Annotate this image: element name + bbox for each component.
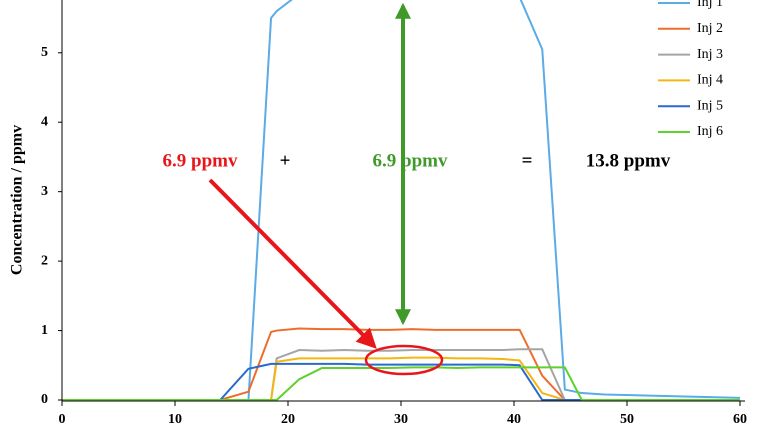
- y-tick-label: 1: [41, 323, 48, 338]
- legend-label: Inj 4: [697, 73, 723, 88]
- series-line: [62, 327, 740, 401]
- annotation: 13.8 ppmv: [586, 150, 671, 171]
- y-tick-label: 5: [41, 45, 48, 60]
- legend-label: Inj 2: [697, 21, 723, 36]
- x-tick-label: 20: [281, 412, 295, 427]
- x-tick-label: 10: [168, 412, 182, 427]
- annotation: =: [522, 150, 533, 171]
- y-tick-label: 2: [41, 253, 48, 268]
- y-axis-label: Concentration / ppmv: [9, 125, 26, 275]
- x-tick-label: 60: [733, 412, 747, 427]
- y-tick-label: 4: [41, 114, 48, 129]
- annotation: 6.9 ppmv: [373, 150, 448, 171]
- legend-label: Inj 5: [697, 98, 723, 113]
- series-line: [62, 366, 740, 401]
- annotation: 6.9 ppmv: [163, 150, 238, 171]
- x-tick-label: 40: [507, 412, 521, 427]
- legend-label: Inj 3: [697, 47, 723, 62]
- legend-label: Inj 6: [697, 124, 723, 139]
- x-tick-label: 30: [394, 412, 408, 427]
- annotation: +: [280, 150, 291, 171]
- series-line: [62, 356, 740, 401]
- legend-label: Inj 1: [697, 0, 723, 10]
- x-tick-label: 0: [59, 412, 66, 427]
- x-tick-label: 50: [620, 412, 634, 427]
- series-line: [62, 0, 741, 401]
- y-tick-label: 3: [41, 184, 48, 199]
- y-tick-label: 0: [41, 392, 48, 407]
- red-arrow: [208, 178, 377, 349]
- series-line: [62, 362, 740, 401]
- highlight-ellipse: [364, 344, 444, 376]
